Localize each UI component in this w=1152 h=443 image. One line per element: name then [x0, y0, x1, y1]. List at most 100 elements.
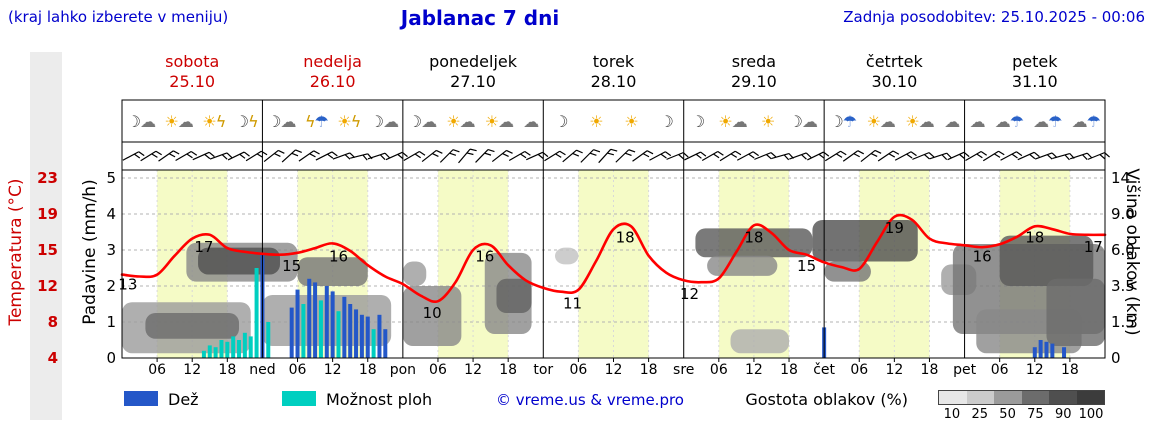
shower-legend-swatch	[282, 391, 316, 406]
day-header-torek: torek 28.10	[543, 52, 683, 92]
weather-icon: ☀☁	[484, 111, 514, 131]
svg-text:17: 17	[194, 238, 213, 256]
day-name: sobota	[165, 52, 220, 71]
icon-day-ponedeljek: ☽☁ ☀☁ ☀☁ ☁	[403, 100, 543, 142]
density-segment	[994, 391, 1022, 404]
rain-legend-label: Dež	[168, 390, 199, 409]
svg-text:06: 06	[991, 362, 1009, 378]
day-name: torek	[592, 52, 635, 71]
day-header-nedelja: nedelja 26.10	[262, 52, 402, 92]
svg-text:pon: pon	[390, 362, 416, 378]
copyright-text: © vreme.us & vreme.pro	[496, 391, 684, 409]
svg-text:12: 12	[680, 285, 699, 303]
day-date: 31.10	[1011, 72, 1058, 91]
temperature-axis-strip	[30, 52, 62, 420]
icon-day-torek: ☽ ☀ ☀ ☽	[543, 100, 683, 142]
day-header-petek: petek 31.10	[965, 52, 1105, 92]
weather-icon: ☁☂	[1033, 111, 1062, 131]
weather-icon: ☀ϟ	[202, 111, 226, 131]
day-date: 28.10	[590, 72, 637, 91]
density-tick-label: 10	[943, 407, 961, 422]
weather-icon: ☽☁	[267, 111, 296, 131]
shower-bars	[201, 268, 376, 358]
svg-text:18: 18	[616, 228, 635, 246]
svg-text:12: 12	[605, 362, 623, 378]
svg-text:12: 12	[1026, 362, 1044, 378]
day-headers: sobota 25.10 nedelja 26.10 ponedeljek 27.10 to…	[0, 52, 1152, 96]
svg-text:18: 18	[359, 362, 377, 378]
last-update-text: Zadnja posodobitev: 25.10.2025 - 00:06	[843, 8, 1145, 26]
svg-text:16: 16	[475, 247, 494, 265]
day-shading	[157, 170, 1070, 358]
svg-text:12: 12	[745, 362, 763, 378]
cloud-density-gradient	[938, 390, 1105, 405]
day-name: nedelja	[303, 52, 362, 71]
day-header-četrtek: četrtek 30.10	[824, 52, 964, 92]
day-date: 30.10	[871, 72, 918, 91]
svg-text:06: 06	[710, 362, 728, 378]
svg-text:pet: pet	[953, 362, 977, 378]
weather-icon: ☽	[690, 111, 705, 131]
weather-icon: ☽☁	[407, 111, 437, 131]
weather-icon-row: ☽☁ ☀☁ ☀ϟ ☽ϟ ☽☁ ϟ☂ ☀ϟ ☽☁ ☽☁ ☀☁ ☀☁ ☁ ☽ ☀ ☀ ☽ ☽ ☀☁ ☀ ☽☁ ☽☂ ☀☁ ☀☁ ☁…	[122, 100, 1105, 142]
svg-text:06: 06	[289, 362, 307, 378]
density-segment	[966, 391, 994, 404]
svg-text:sre: sre	[673, 362, 694, 378]
svg-text:0: 0	[1111, 349, 1121, 367]
svg-text:06: 06	[148, 362, 166, 378]
menu-hint-text: (kraj lahko izberete v meniju)	[8, 8, 229, 26]
weather-icon: ☽☁	[788, 111, 818, 131]
svg-text:čet: čet	[813, 362, 835, 378]
weather-icon: ☽☂	[829, 111, 857, 131]
svg-text:19: 19	[885, 219, 904, 237]
svg-text:15: 15	[282, 257, 301, 275]
weather-icon: ☀☁	[164, 111, 194, 131]
weather-icon: ☁	[944, 111, 960, 131]
weather-icon: ☀	[761, 111, 775, 131]
day-name: četrtek	[865, 52, 923, 71]
svg-text:18: 18	[640, 362, 658, 378]
density-tick-label: 75	[1027, 407, 1044, 422]
svg-text:ned: ned	[249, 362, 275, 378]
weather-icon: ☽☁	[126, 111, 156, 131]
day-name: petek	[1012, 52, 1058, 71]
weather-icon: ☀	[589, 111, 603, 131]
weather-icon: ☽ϟ	[234, 111, 259, 131]
svg-text:15: 15	[797, 257, 816, 275]
svg-text:18: 18	[1061, 362, 1079, 378]
weather-icon: ☀☁	[446, 111, 475, 131]
gridlines	[122, 170, 1105, 358]
svg-text:18: 18	[780, 362, 798, 378]
svg-text:12: 12	[183, 362, 201, 378]
density-segment	[1049, 391, 1077, 404]
svg-text:3: 3	[106, 241, 116, 259]
svg-text:18: 18	[744, 228, 763, 246]
weather-icon: ☀☁	[866, 111, 896, 131]
day-date: 27.10	[450, 72, 496, 91]
svg-text:10: 10	[423, 304, 442, 322]
weather-icon: ☁☂	[1071, 111, 1101, 131]
density-segment	[939, 391, 967, 404]
icon-day-nedelja: ☽☁ ϟ☂ ☀ϟ ☽☁	[262, 100, 402, 142]
density-tick-label: 25	[971, 407, 989, 422]
density-segment	[1076, 391, 1104, 404]
svg-text:17: 17	[1084, 238, 1103, 256]
weather-icon: ☀ϟ	[337, 111, 361, 131]
svg-text:13: 13	[118, 276, 137, 294]
svg-text:06: 06	[429, 362, 447, 378]
day-name: ponedeljek	[429, 52, 518, 71]
cloud-height-axis-label: Višina oblakov (km)	[1122, 168, 1142, 336]
x-axis-labels: 06 12 18 ned 06 12 18 pon 06 12 18 tor 06 12 18 sre 06 12…	[148, 358, 1079, 378]
svg-text:2: 2	[106, 277, 116, 295]
svg-text:16: 16	[973, 247, 992, 265]
svg-text:4: 4	[106, 205, 116, 223]
day-date: 26.10	[309, 72, 356, 91]
temperature-line	[120, 213, 1107, 304]
weather-icon: ϟ☂	[304, 111, 329, 131]
density-tick-label: 50	[999, 407, 1016, 422]
day-header-ponedeljek: ponedeljek 27.10	[403, 52, 543, 92]
icon-day-sobota: ☽☁ ☀☁ ☀ϟ ☽ϟ	[122, 100, 262, 142]
icon-day-sreda: ☽ ☀☁ ☀ ☽☁	[684, 100, 824, 142]
weather-icon: ☁☂	[994, 111, 1024, 131]
